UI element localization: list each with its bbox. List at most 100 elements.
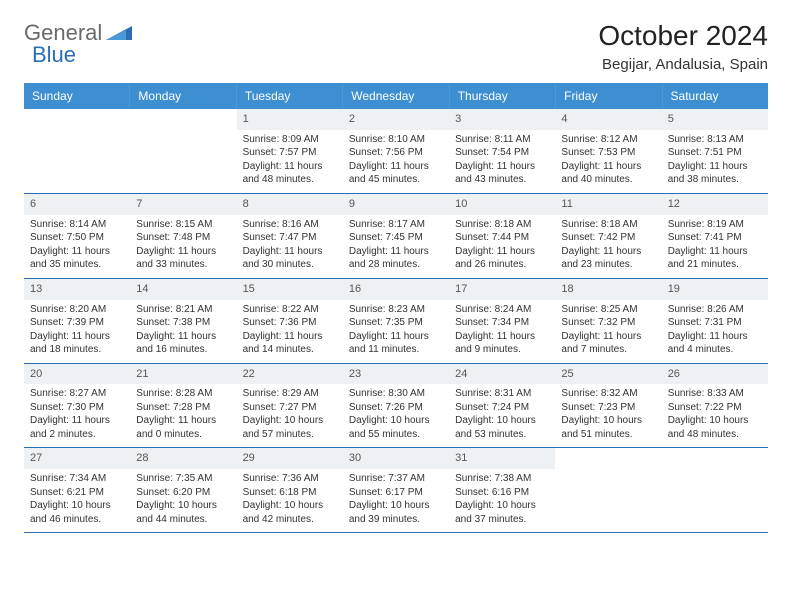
day-cell: 16Sunrise: 8:23 AMSunset: 7:35 PMDayligh…	[343, 279, 449, 363]
day-content: Sunrise: 8:31 AMSunset: 7:24 PMDaylight:…	[449, 384, 555, 447]
day-line: Sunset: 7:22 PM	[668, 401, 762, 415]
day-number: 21	[130, 364, 236, 385]
day-content	[555, 469, 661, 478]
day-cell: 21Sunrise: 8:28 AMSunset: 7:28 PMDayligh…	[130, 364, 236, 448]
day-line: Daylight: 11 hours	[349, 245, 443, 259]
day-line: Sunset: 7:34 PM	[455, 316, 549, 330]
day-line: Sunrise: 8:30 AM	[349, 387, 443, 401]
day-line: Sunset: 7:35 PM	[349, 316, 443, 330]
day-line: Sunrise: 8:14 AM	[30, 218, 124, 232]
day-number: 4	[555, 109, 661, 130]
day-line: and 9 minutes.	[455, 343, 549, 357]
day-line: and 45 minutes.	[349, 173, 443, 187]
day-line: Sunset: 7:45 PM	[349, 231, 443, 245]
day-line: and 2 minutes.	[30, 428, 124, 442]
day-number: 9	[343, 194, 449, 215]
day-line: and 21 minutes.	[668, 258, 762, 272]
day-line: Daylight: 11 hours	[243, 330, 337, 344]
day-line: Sunrise: 8:33 AM	[668, 387, 762, 401]
day-line: and 57 minutes.	[243, 428, 337, 442]
day-line: Sunrise: 8:11 AM	[455, 133, 549, 147]
day-line: and 48 minutes.	[243, 173, 337, 187]
day-line: Sunrise: 8:32 AM	[561, 387, 655, 401]
day-number: 18	[555, 279, 661, 300]
location: Begijar, Andalusia, Spain	[598, 56, 768, 73]
week-row: 6Sunrise: 8:14 AMSunset: 7:50 PMDaylight…	[24, 194, 768, 279]
week-row: 1Sunrise: 8:09 AMSunset: 7:57 PMDaylight…	[24, 109, 768, 194]
day-line: and 18 minutes.	[30, 343, 124, 357]
day-number: 17	[449, 279, 555, 300]
day-cell: 12Sunrise: 8:19 AMSunset: 7:41 PMDayligh…	[662, 194, 768, 278]
day-content: Sunrise: 8:11 AMSunset: 7:54 PMDaylight:…	[449, 130, 555, 193]
day-line: Sunset: 7:51 PM	[668, 146, 762, 160]
day-cell: 11Sunrise: 8:18 AMSunset: 7:42 PMDayligh…	[555, 194, 661, 278]
day-cell: 3Sunrise: 8:11 AMSunset: 7:54 PMDaylight…	[449, 109, 555, 193]
day-line: Sunset: 7:31 PM	[668, 316, 762, 330]
day-cell: 18Sunrise: 8:25 AMSunset: 7:32 PMDayligh…	[555, 279, 661, 363]
calendar: SundayMondayTuesdayWednesdayThursdayFrid…	[0, 83, 792, 533]
day-line: Daylight: 11 hours	[349, 330, 443, 344]
day-line: Sunset: 7:42 PM	[561, 231, 655, 245]
day-line: Daylight: 11 hours	[243, 160, 337, 174]
day-line: and 53 minutes.	[455, 428, 549, 442]
day-line: Sunrise: 8:21 AM	[136, 303, 230, 317]
day-line: Sunset: 6:17 PM	[349, 486, 443, 500]
day-number: 3	[449, 109, 555, 130]
day-line: Daylight: 11 hours	[561, 245, 655, 259]
day-content: Sunrise: 8:18 AMSunset: 7:42 PMDaylight:…	[555, 215, 661, 278]
day-content: Sunrise: 8:21 AMSunset: 7:38 PMDaylight:…	[130, 300, 236, 363]
day-line: Sunset: 7:32 PM	[561, 316, 655, 330]
day-number: 12	[662, 194, 768, 215]
day-cell: 27Sunrise: 7:34 AMSunset: 6:21 PMDayligh…	[24, 448, 130, 532]
day-cell	[662, 448, 768, 532]
day-content: Sunrise: 8:25 AMSunset: 7:32 PMDaylight:…	[555, 300, 661, 363]
day-cell: 26Sunrise: 8:33 AMSunset: 7:22 PMDayligh…	[662, 364, 768, 448]
day-line: Sunset: 7:26 PM	[349, 401, 443, 415]
day-number: 24	[449, 364, 555, 385]
day-number: 20	[24, 364, 130, 385]
day-line: Sunrise: 7:36 AM	[243, 472, 337, 486]
day-line: Daylight: 11 hours	[668, 160, 762, 174]
day-content: Sunrise: 8:33 AMSunset: 7:22 PMDaylight:…	[662, 384, 768, 447]
day-content: Sunrise: 8:18 AMSunset: 7:44 PMDaylight:…	[449, 215, 555, 278]
day-line: Daylight: 11 hours	[243, 245, 337, 259]
day-line: Sunset: 7:48 PM	[136, 231, 230, 245]
day-line: and 37 minutes.	[455, 513, 549, 527]
day-line: Daylight: 11 hours	[136, 414, 230, 428]
day-line: Sunrise: 8:26 AM	[668, 303, 762, 317]
day-number: 31	[449, 448, 555, 469]
month-title: October 2024	[598, 20, 768, 52]
day-line: Sunset: 7:28 PM	[136, 401, 230, 415]
week-row: 20Sunrise: 8:27 AMSunset: 7:30 PMDayligh…	[24, 364, 768, 449]
day-content: Sunrise: 8:15 AMSunset: 7:48 PMDaylight:…	[130, 215, 236, 278]
day-line: Daylight: 11 hours	[561, 160, 655, 174]
day-line: and 40 minutes.	[561, 173, 655, 187]
day-number: 29	[237, 448, 343, 469]
day-line: and 30 minutes.	[243, 258, 337, 272]
day-line: Sunset: 7:23 PM	[561, 401, 655, 415]
day-line: and 33 minutes.	[136, 258, 230, 272]
day-line: Daylight: 10 hours	[243, 499, 337, 513]
day-line: Sunset: 7:47 PM	[243, 231, 337, 245]
day-line: and 48 minutes.	[668, 428, 762, 442]
day-cell: 24Sunrise: 8:31 AMSunset: 7:24 PMDayligh…	[449, 364, 555, 448]
day-cell: 9Sunrise: 8:17 AMSunset: 7:45 PMDaylight…	[343, 194, 449, 278]
day-line: and 0 minutes.	[136, 428, 230, 442]
day-line: and 11 minutes.	[349, 343, 443, 357]
day-line: Sunset: 7:41 PM	[668, 231, 762, 245]
day-header-friday: Friday	[556, 83, 662, 109]
day-cell	[24, 109, 130, 193]
day-line: and 35 minutes.	[30, 258, 124, 272]
day-cell	[555, 448, 661, 532]
day-cell: 29Sunrise: 7:36 AMSunset: 6:18 PMDayligh…	[237, 448, 343, 532]
day-line: Daylight: 11 hours	[455, 330, 549, 344]
day-content: Sunrise: 8:09 AMSunset: 7:57 PMDaylight:…	[237, 130, 343, 193]
day-line: and 51 minutes.	[561, 428, 655, 442]
day-number: 13	[24, 279, 130, 300]
day-header-monday: Monday	[130, 83, 236, 109]
day-content: Sunrise: 7:37 AMSunset: 6:17 PMDaylight:…	[343, 469, 449, 532]
day-content	[130, 130, 236, 139]
day-line: Sunrise: 8:09 AM	[243, 133, 337, 147]
day-cell: 7Sunrise: 8:15 AMSunset: 7:48 PMDaylight…	[130, 194, 236, 278]
day-cell: 20Sunrise: 8:27 AMSunset: 7:30 PMDayligh…	[24, 364, 130, 448]
